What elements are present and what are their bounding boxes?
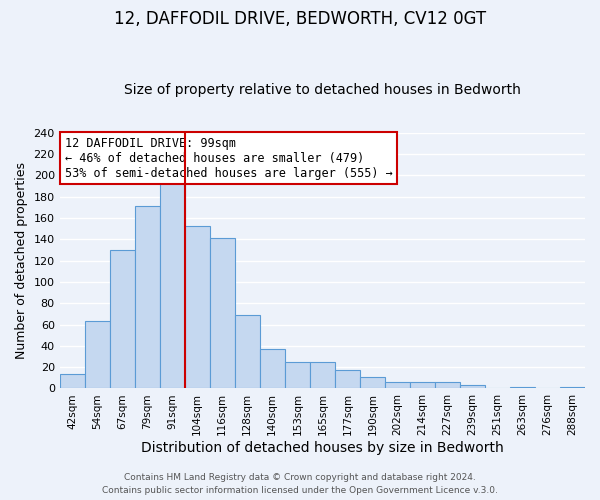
- Bar: [385, 382, 410, 388]
- Bar: [410, 382, 435, 388]
- Title: Size of property relative to detached houses in Bedworth: Size of property relative to detached ho…: [124, 83, 521, 97]
- Bar: [235, 315, 260, 388]
- Bar: [435, 382, 460, 388]
- Bar: [110, 250, 135, 388]
- Bar: [135, 206, 160, 388]
- Bar: [210, 238, 235, 388]
- Bar: [460, 386, 485, 388]
- Y-axis label: Number of detached properties: Number of detached properties: [15, 162, 28, 359]
- Bar: [260, 349, 285, 389]
- X-axis label: Distribution of detached houses by size in Bedworth: Distribution of detached houses by size …: [141, 441, 504, 455]
- Bar: [185, 226, 210, 388]
- Bar: [310, 362, 335, 388]
- Text: Contains HM Land Registry data © Crown copyright and database right 2024.
Contai: Contains HM Land Registry data © Crown c…: [102, 474, 498, 495]
- Bar: [285, 362, 310, 388]
- Bar: [160, 176, 185, 388]
- Bar: [59, 374, 85, 388]
- Bar: [85, 322, 110, 388]
- Bar: [335, 370, 360, 388]
- Text: 12, DAFFODIL DRIVE, BEDWORTH, CV12 0GT: 12, DAFFODIL DRIVE, BEDWORTH, CV12 0GT: [114, 10, 486, 28]
- Text: 12 DAFFODIL DRIVE: 99sqm
← 46% of detached houses are smaller (479)
53% of semi-: 12 DAFFODIL DRIVE: 99sqm ← 46% of detach…: [65, 136, 392, 180]
- Bar: [360, 376, 385, 388]
